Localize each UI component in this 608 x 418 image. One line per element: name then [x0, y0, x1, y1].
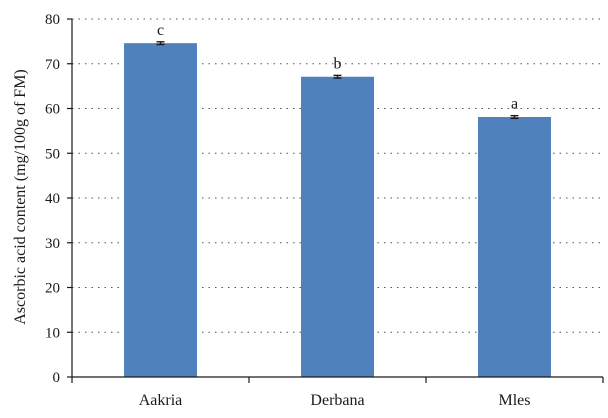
labels: 0 10 20 30 40 50 60 70 80 c Aakria b Derbana a Mles: [45, 12, 531, 409]
bar-mles: [478, 117, 551, 377]
y-tick-label: 10: [45, 325, 60, 341]
y-tick-label: 0: [53, 370, 61, 386]
significance-label: a: [511, 96, 518, 113]
x-tick-label: Aakria: [139, 392, 183, 409]
bars: [124, 41, 551, 377]
bar-aakria: [124, 43, 197, 377]
y-tick-label: 80: [45, 12, 60, 28]
y-tick-label: 30: [45, 236, 60, 252]
significance-label: b: [334, 55, 342, 72]
bar-derbana: [301, 76, 374, 377]
x-tick-label: Derbana: [310, 392, 364, 409]
significance-label: c: [157, 22, 164, 39]
y-axis-title: Ascorbic acid content (mg/100g of FM): [12, 69, 29, 325]
y-tick-label: 50: [45, 146, 60, 162]
axes: [67, 18, 604, 383]
y-tick-label: 20: [45, 281, 60, 297]
y-tick-label: 40: [45, 191, 60, 207]
y-tick-label: 60: [45, 102, 60, 118]
y-tick-label: 70: [45, 57, 60, 73]
x-tick-label: Mles: [499, 392, 531, 409]
